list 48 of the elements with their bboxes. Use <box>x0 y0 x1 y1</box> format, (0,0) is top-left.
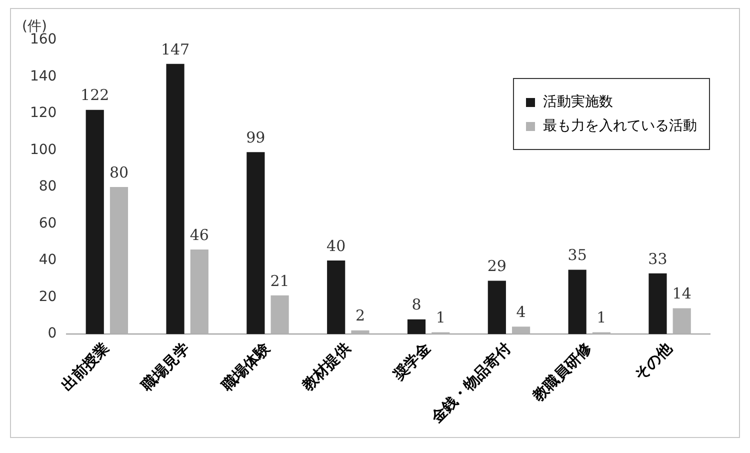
bar <box>166 64 184 334</box>
data-label: 46 <box>190 226 209 244</box>
data-label: 4 <box>516 303 526 322</box>
bar <box>512 326 530 334</box>
bar <box>648 273 667 334</box>
data-label: 40 <box>326 236 346 255</box>
bar <box>270 295 289 334</box>
y-tick-label: 60 <box>38 215 57 232</box>
data-label: 1 <box>436 308 446 327</box>
bar <box>351 330 370 334</box>
y-tick-label: 100 <box>30 142 57 158</box>
bar <box>190 249 208 334</box>
bar <box>246 152 265 334</box>
y-tick-label: 160 <box>30 32 57 48</box>
data-label: 99 <box>246 128 266 146</box>
x-tick-label: 奨学金 <box>388 339 434 384</box>
data-label: 29 <box>487 257 506 276</box>
bar <box>110 187 128 334</box>
bar <box>327 260 346 334</box>
legend-label: 最も力を入れている活動 <box>542 117 697 135</box>
y-tick-label: 0 <box>48 326 57 342</box>
legend-label: 活動実施数 <box>542 93 614 111</box>
bar <box>86 110 104 334</box>
x-tick-label: 職場見学 <box>137 339 193 396</box>
y-tick-label: 40 <box>38 252 57 268</box>
y-tick-label: 120 <box>30 105 57 122</box>
data-label: 21 <box>270 272 290 290</box>
bar <box>407 319 426 334</box>
bar <box>672 308 691 334</box>
x-tick-label: 教職員研修 <box>528 338 596 406</box>
y-tick-label: 140 <box>30 68 57 84</box>
data-label: 14 <box>672 284 692 303</box>
data-label: 147 <box>160 40 190 58</box>
x-tick-label: 教材提供 <box>298 339 354 396</box>
data-label: 80 <box>109 163 129 182</box>
x-tick-label: 出前授業 <box>57 339 113 394</box>
bar <box>488 280 506 334</box>
data-label: 2 <box>355 306 365 325</box>
x-tick-label: 職場体験 <box>217 338 274 396</box>
x-tick-label: その他 <box>630 338 676 384</box>
data-label: 35 <box>568 246 587 264</box>
data-label: 8 <box>412 296 422 314</box>
data-label: 122 <box>80 86 110 104</box>
data-label: 33 <box>648 250 668 268</box>
y-tick-label: 80 <box>38 178 57 195</box>
data-label: 1 <box>596 308 606 327</box>
y-tick-label: 20 <box>38 288 57 305</box>
bar <box>568 270 586 334</box>
